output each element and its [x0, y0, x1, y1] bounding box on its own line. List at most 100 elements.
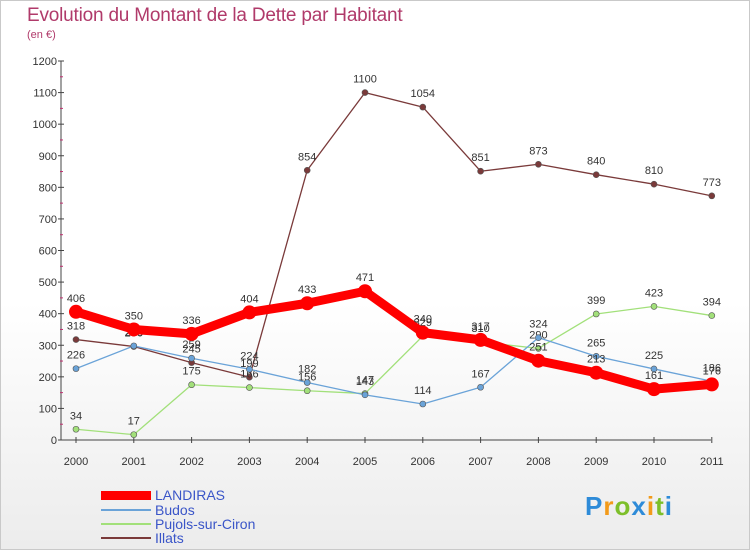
- data-label: 873: [529, 145, 547, 157]
- x-tick-label: 2006: [411, 456, 435, 468]
- data-label: 394: [703, 297, 721, 309]
- data-label: 225: [645, 350, 663, 362]
- x-tick-label: 2004: [295, 456, 319, 468]
- data-point: [188, 381, 195, 389]
- y-tick-label: 0: [51, 435, 57, 447]
- data-point: [300, 296, 315, 311]
- data-label: 251: [529, 342, 547, 354]
- legend-label: Budos: [155, 502, 195, 518]
- legend-swatch: [101, 537, 151, 539]
- x-tick-label: 2009: [584, 456, 608, 468]
- data-label: 213: [587, 354, 605, 366]
- data-point: [535, 334, 542, 341]
- data-label: 186: [703, 362, 721, 374]
- data-label: 851: [471, 152, 489, 164]
- data-label: 166: [240, 369, 258, 381]
- data-label: 840: [587, 156, 605, 168]
- data-point: [242, 305, 257, 320]
- y-tick-label: 900: [39, 151, 57, 163]
- chart-title: Evolution du Montant de la Dette par Hab…: [27, 5, 403, 26]
- series-line-landiras: [71, 286, 717, 394]
- data-label: 423: [645, 287, 663, 299]
- y-tick-label: 700: [39, 214, 57, 226]
- data-label: 176: [703, 365, 721, 377]
- data-label: 310: [471, 323, 489, 335]
- data-point: [130, 342, 138, 350]
- series-illats: 31829624519985411001054851873840810773: [67, 74, 721, 381]
- data-point: [592, 353, 600, 360]
- chart-unit-label: (en €): [27, 29, 56, 41]
- data-label: 399: [587, 295, 605, 307]
- data-point: [592, 171, 600, 178]
- data-point: [361, 89, 369, 96]
- data-label: 406: [67, 293, 85, 305]
- legend-swatch: [101, 509, 151, 511]
- data-label: 324: [529, 319, 547, 331]
- x-tick-label: 2000: [64, 456, 88, 468]
- data-label: 773: [703, 177, 721, 189]
- data-point: [419, 103, 427, 111]
- y-tick-label: 1000: [33, 119, 57, 131]
- data-point: [708, 192, 716, 200]
- data-point: [419, 400, 427, 408]
- data-label: 471: [356, 272, 374, 284]
- data-label: 245: [182, 344, 200, 356]
- data-point: [477, 167, 484, 175]
- data-label: 317: [471, 321, 489, 333]
- data-label: 175: [182, 366, 200, 378]
- data-label: 336: [182, 315, 200, 327]
- data-point: [535, 160, 542, 168]
- data-point: [72, 425, 80, 433]
- data-point: [358, 284, 372, 299]
- data-label: 167: [471, 368, 489, 380]
- x-tick-label: 2002: [179, 456, 203, 468]
- data-point: [72, 365, 80, 372]
- x-tick-label: 2008: [526, 456, 550, 468]
- data-point: [473, 332, 488, 347]
- y-tick-label: 300: [39, 340, 57, 352]
- data-label: 1100: [353, 74, 377, 86]
- data-point: [184, 326, 199, 341]
- data-label: 114: [414, 385, 432, 397]
- data-point: [531, 353, 546, 368]
- data-point: [246, 384, 253, 391]
- data-label: 340: [414, 314, 432, 326]
- x-tick-label: 2003: [237, 456, 261, 468]
- data-label: 259: [182, 339, 200, 351]
- data-point: [650, 303, 658, 310]
- data-point: [415, 325, 430, 340]
- legend-label: LANDIRAS: [155, 487, 226, 503]
- x-tick-label: 2007: [468, 456, 492, 468]
- data-label: 404: [240, 293, 258, 305]
- data-point: [188, 354, 195, 362]
- data-label: 318: [67, 321, 85, 333]
- data-label: 156: [298, 372, 316, 384]
- y-tick-label: 100: [39, 403, 57, 415]
- x-tick-label: 2005: [353, 456, 377, 468]
- y-tick-label: 1200: [33, 56, 57, 68]
- data-label: 199: [240, 358, 258, 370]
- data-point: [72, 336, 80, 343]
- data-point: [592, 310, 600, 318]
- y-tick-label: 400: [39, 309, 57, 321]
- data-label: 161: [645, 370, 663, 382]
- data-point: [126, 322, 141, 337]
- series-landiras: 406 350 336 404 433 471 340 317 251 213 161 176: [67, 272, 721, 397]
- y-tick-label: 1100: [33, 88, 57, 100]
- data-point: [303, 166, 311, 174]
- data-point: [303, 379, 311, 386]
- data-point: [69, 304, 83, 319]
- legend-swatch: [101, 490, 151, 500]
- data-point: [647, 382, 661, 397]
- y-tick-label: 200: [39, 372, 57, 384]
- series-line-budos: [75, 337, 713, 405]
- data-point: [589, 365, 604, 380]
- legend-label: Illats: [155, 530, 184, 546]
- series-line-illats: [75, 91, 713, 378]
- x-tick-label: 2010: [642, 456, 666, 468]
- data-label: 1054: [411, 88, 435, 100]
- legend-swatch: [101, 523, 151, 525]
- data-label: 224: [240, 350, 258, 362]
